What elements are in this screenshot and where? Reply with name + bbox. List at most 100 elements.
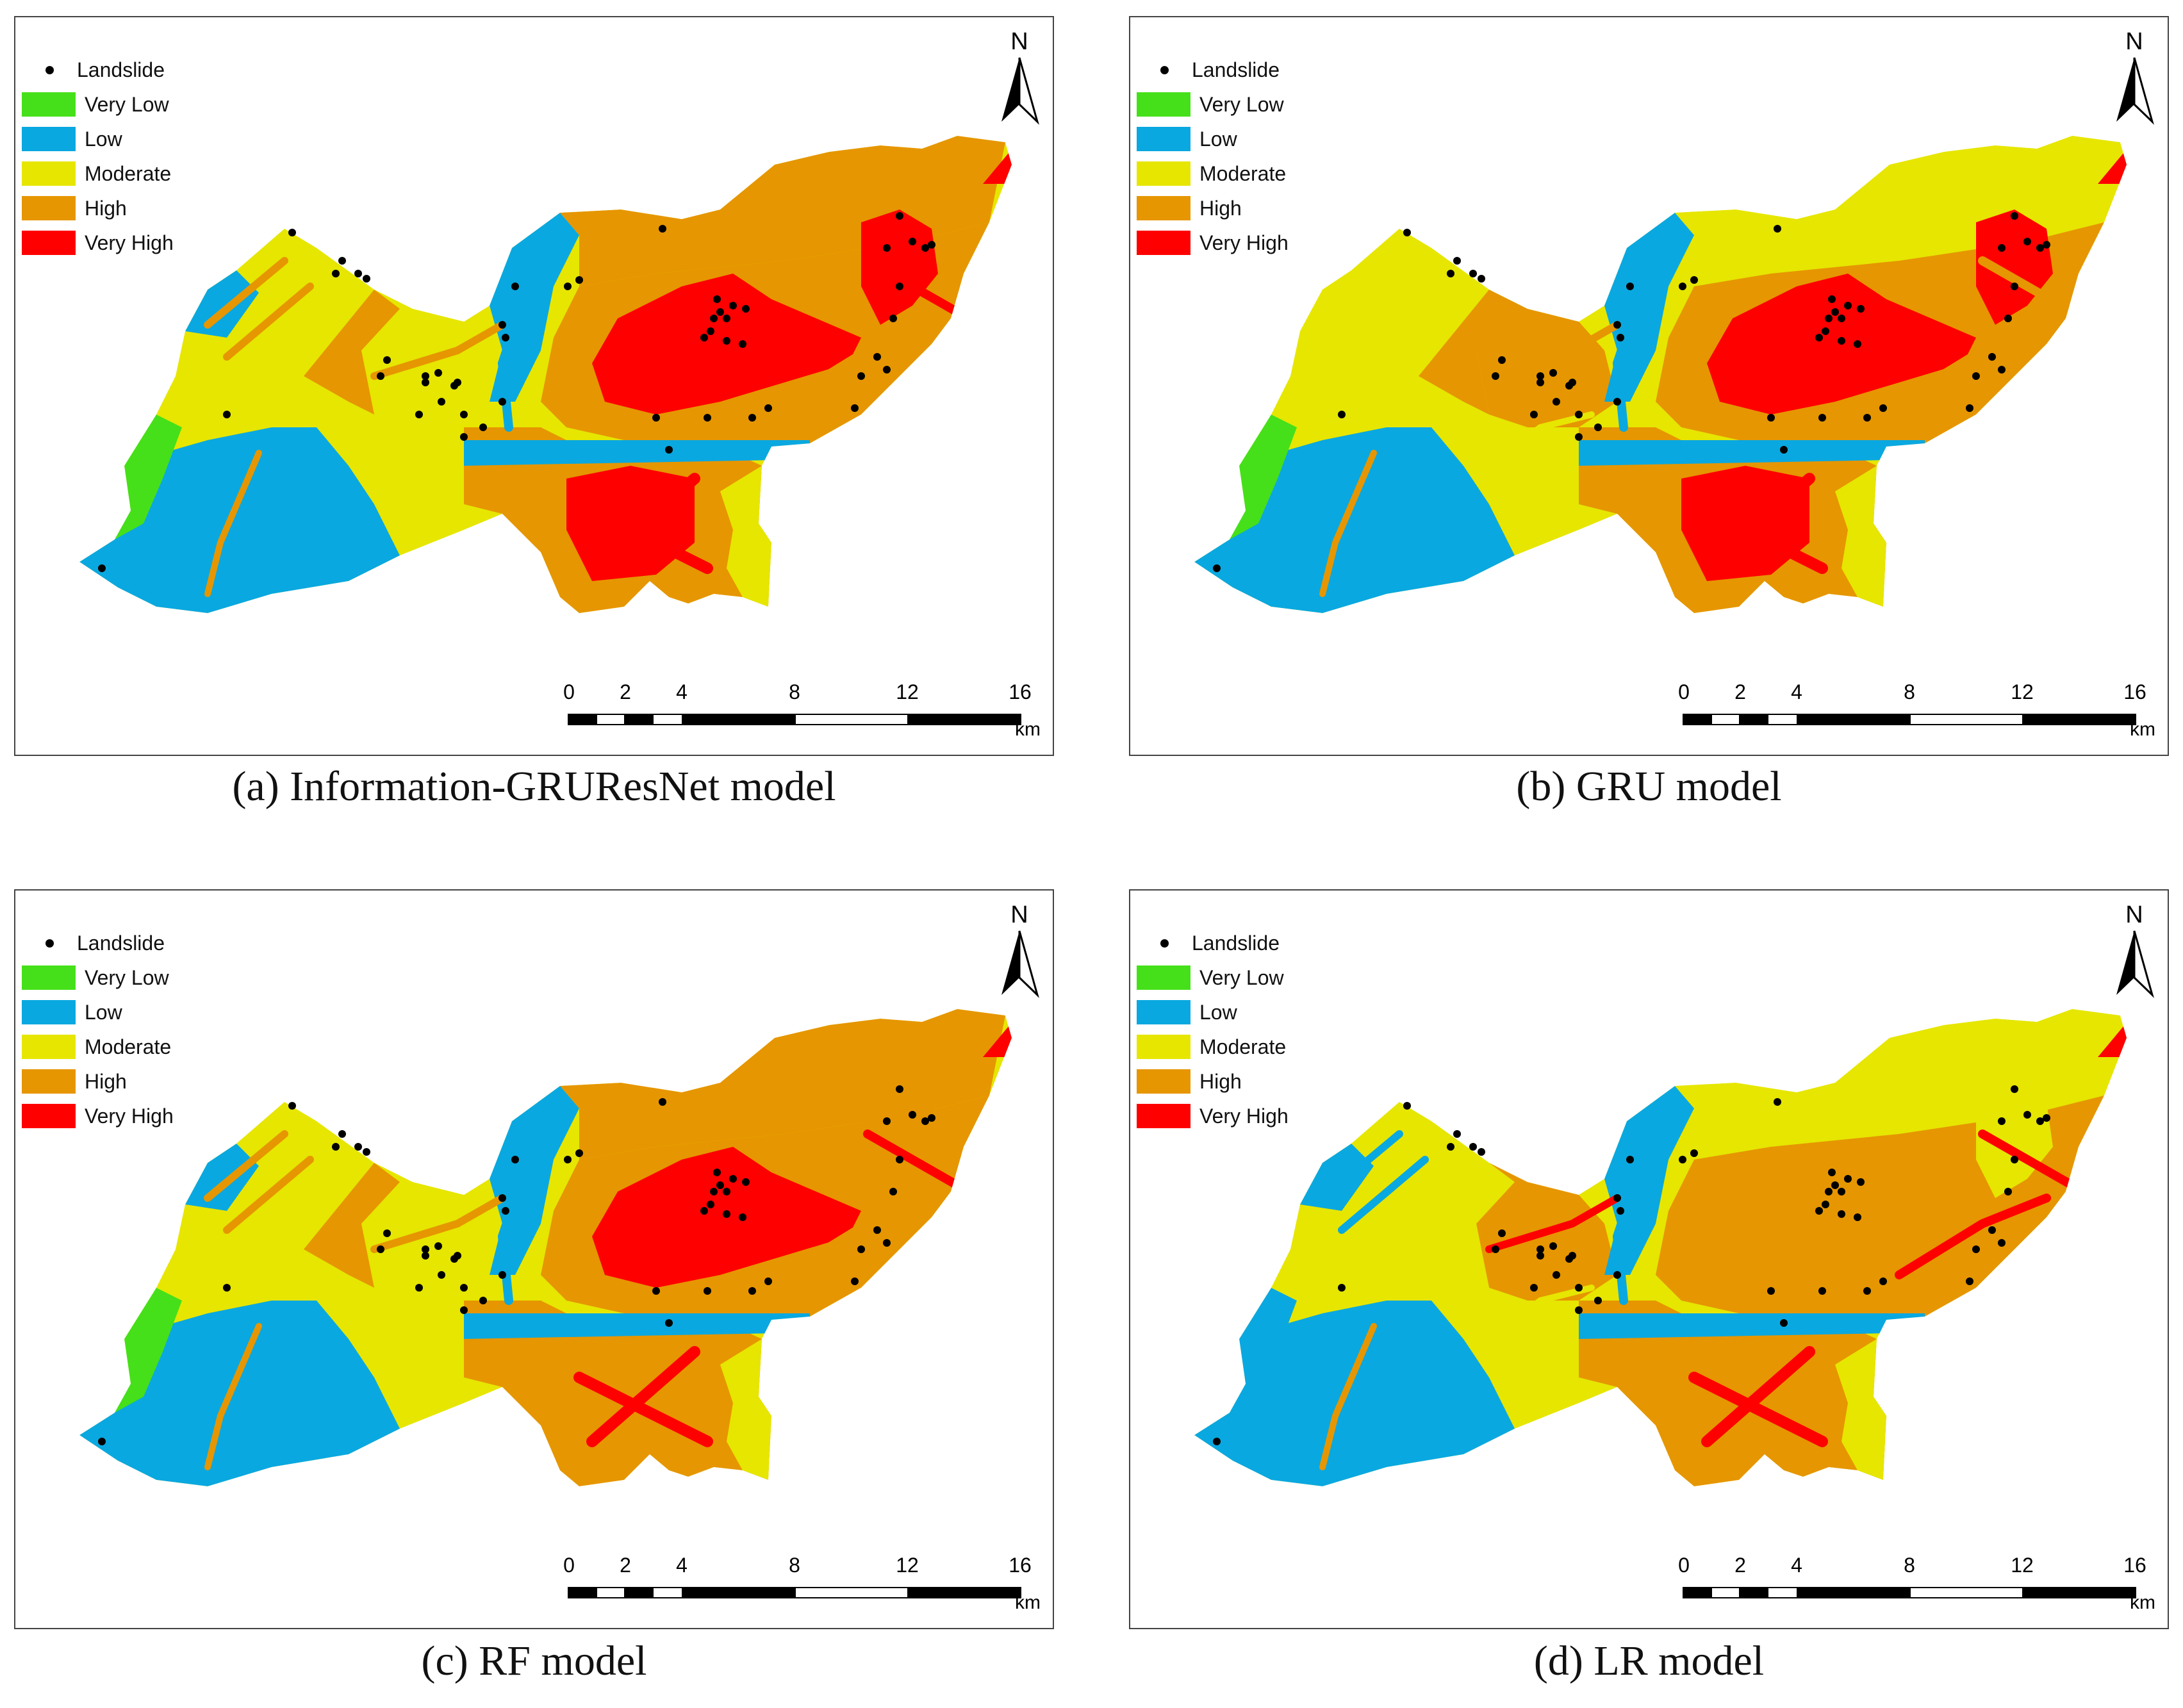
- landslide-point: [1998, 244, 2006, 252]
- landslide-point: [2011, 1085, 2018, 1093]
- landslide-point: [223, 1284, 231, 1292]
- scale-tick-label: 12: [2011, 1554, 2034, 1577]
- susceptibility-zone: [1300, 1144, 1374, 1211]
- landslide-point: [896, 1156, 903, 1163]
- landslide-point: [1966, 404, 1973, 412]
- north-arrow: N: [994, 29, 1045, 128]
- landslide-point: [700, 1207, 708, 1215]
- landslide-point: [723, 1188, 730, 1195]
- susceptibility-corridor: [370, 1194, 506, 1253]
- scale-tick-label: 0: [1678, 1554, 1690, 1577]
- legend-swatch: [1137, 231, 1190, 255]
- landslide-point: [1469, 270, 1477, 277]
- susceptibility-corridor: [1612, 243, 1647, 432]
- legend-item-very-high: Very High: [22, 226, 174, 260]
- legend-item-low: Low: [1137, 122, 1289, 156]
- landslide-point: [1828, 295, 1836, 303]
- landslide-point: [1679, 1156, 1686, 1163]
- susceptibility-corridor: [780, 1194, 936, 1279]
- landslide-point: [1626, 1156, 1634, 1163]
- landslide-point: [1818, 414, 1826, 422]
- scale-tick-label: 12: [896, 1554, 919, 1577]
- landslide-point: [665, 1319, 673, 1327]
- legend-item-moderate: Moderate: [22, 1030, 174, 1064]
- landslide-point: [710, 315, 718, 322]
- landslide-point: [1403, 1102, 1411, 1110]
- susceptibility-corridor: [371, 411, 480, 469]
- susceptibility-corridor: [1319, 257, 1403, 329]
- landslide-point: [1972, 372, 1980, 380]
- landslide-point: [1213, 1438, 1221, 1445]
- landslide-point: [1780, 446, 1788, 454]
- legend-label: Moderate: [85, 161, 172, 185]
- landslide-point: [363, 275, 370, 283]
- landslide-point: [363, 1148, 370, 1156]
- landslide-point: [883, 1239, 891, 1247]
- landslide-point: [1478, 1148, 1485, 1156]
- landslide-point: [1838, 1188, 1845, 1195]
- landslide-point: [1854, 340, 1861, 348]
- map-panel-d: Landslide Very Low Low Moderate High Ver…: [1129, 889, 2169, 1629]
- panel-caption: (d) LR model: [1533, 1638, 1765, 1684]
- susceptibility-zone: [983, 145, 1012, 184]
- susceptibility-zone: [1579, 1313, 1925, 1339]
- susceptibility-corridor: [780, 320, 936, 406]
- landslide-point: [1549, 369, 1557, 377]
- north-arrow: N: [2109, 29, 2160, 128]
- legend-label: Moderate: [85, 1035, 172, 1058]
- landslide-point: [1565, 382, 1573, 390]
- landslide-point: [896, 1085, 903, 1093]
- legend-swatch: [1137, 161, 1190, 186]
- legend-swatch: [22, 1000, 76, 1024]
- landslide-point: [857, 1245, 865, 1253]
- susceptibility-corridor: [573, 498, 713, 574]
- scale-tick-label: 16: [1009, 680, 1032, 703]
- legend-label: Very Low: [85, 965, 169, 989]
- legend-item-moderate: Moderate: [1137, 1030, 1289, 1064]
- landslide-point: [928, 241, 935, 249]
- legend-label: Landslide: [1192, 58, 1280, 81]
- legend-swatch: [22, 1035, 76, 1059]
- landslide-point: [2011, 1156, 2018, 1163]
- landslide-point: [1447, 1143, 1454, 1151]
- susceptibility-corridor: [1319, 1130, 1403, 1202]
- panel-caption: (b) GRU model: [1516, 763, 1782, 810]
- susceptibility-zone: [490, 213, 579, 402]
- landslide-point: [704, 414, 711, 422]
- landslide-point: [1818, 1287, 1826, 1295]
- landslide-point: [713, 295, 721, 303]
- landslide-point: [742, 305, 750, 313]
- landslide-point: [716, 308, 724, 316]
- landslide-point-icon: [22, 65, 77, 74]
- scale-tick-label: 2: [620, 1554, 631, 1577]
- landslide-point: [1690, 276, 1698, 284]
- susceptibility-map: [1194, 136, 2127, 613]
- susceptibility-zone: [1835, 466, 1886, 607]
- scale-tick-label: 2: [1734, 680, 1746, 703]
- landslide-point: [1815, 334, 1823, 341]
- scale-unit: km: [1015, 1592, 1041, 1613]
- susceptibility-corridor: [370, 321, 506, 380]
- landslide-point: [1447, 270, 1454, 277]
- scale-tick-label: 0: [563, 680, 575, 703]
- landslide-point: [1825, 1188, 1833, 1195]
- landslide-point: [2036, 1117, 2044, 1125]
- susceptibility-zone: [560, 136, 1005, 286]
- landslide-point: [1594, 423, 1602, 431]
- susceptibility-zone: [861, 209, 938, 325]
- north-arrow-icon: [1001, 930, 1039, 998]
- susceptibility-zone: [1300, 270, 1374, 338]
- landslide-point: [928, 1114, 935, 1122]
- legend-item-landslide: Landslide: [1137, 926, 1289, 960]
- scale-tick-label: 2: [620, 680, 631, 703]
- landslide-point: [764, 404, 772, 412]
- landslide-point: [332, 270, 340, 277]
- landslide-point: [1879, 404, 1887, 412]
- landslide-point: [1831, 1181, 1839, 1189]
- landslide-point: [223, 411, 231, 418]
- landslide-point: [1972, 1245, 1980, 1253]
- landslide-point: [1575, 433, 1583, 441]
- legend-label: High: [1199, 196, 1242, 220]
- landslide-point: [739, 1213, 746, 1221]
- landslide-point: [1863, 414, 1871, 422]
